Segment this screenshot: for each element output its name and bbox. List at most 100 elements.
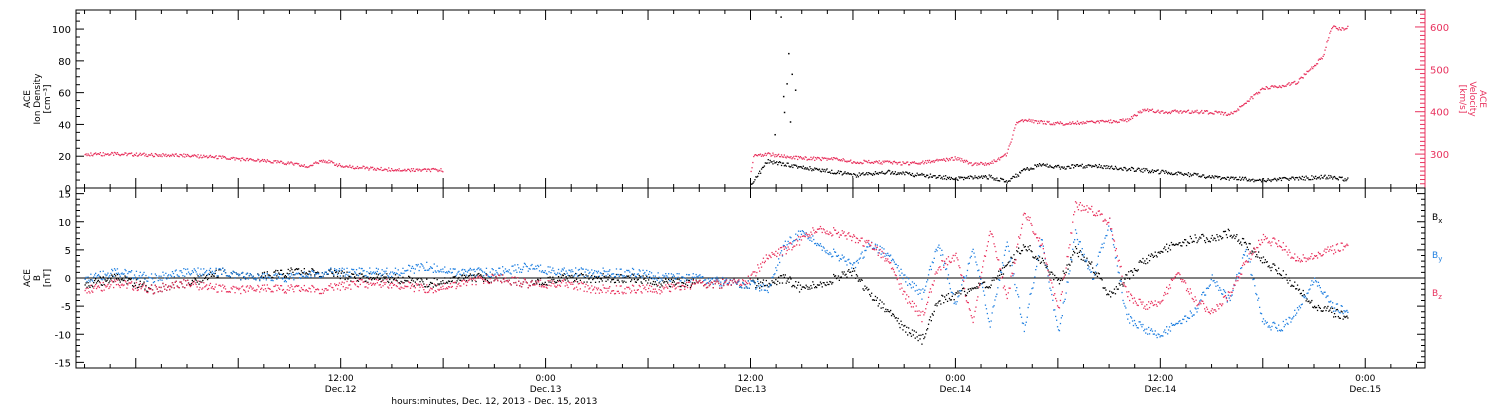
field-point-by: [910, 287, 913, 289]
density-point: [755, 176, 757, 178]
field-point-bx: [982, 282, 984, 284]
velocity-point: [948, 158, 951, 160]
velocity-point: [773, 154, 775, 156]
field-point-bx: [803, 286, 805, 288]
field-point-by: [1217, 284, 1219, 287]
field-point-by: [378, 273, 380, 275]
field-point-by: [274, 274, 276, 276]
field-point-bx: [691, 282, 693, 284]
field-point-bz: [480, 276, 482, 278]
velocity-point: [1232, 113, 1234, 115]
field-point-bz: [182, 286, 184, 288]
field-point-bx: [999, 274, 1001, 276]
velocity-point: [946, 158, 949, 160]
density-point: [773, 160, 775, 162]
field-point-bx: [1098, 273, 1100, 275]
density-point: [942, 178, 944, 180]
field-point-bx: [398, 282, 400, 284]
field-point-by: [949, 288, 951, 290]
field-point-bx: [1021, 249, 1024, 252]
field-point-bx: [769, 283, 771, 285]
field-point-bx: [985, 286, 988, 288]
field-point-bx: [129, 278, 131, 280]
field-point-by: [902, 277, 904, 280]
density-point: [1198, 175, 1200, 178]
field-point-bz: [241, 286, 243, 288]
field-point-by: [288, 278, 290, 280]
field-point-by: [604, 270, 606, 273]
density-point: [835, 172, 838, 175]
field-point-by: [1304, 295, 1306, 297]
field-point-by: [1078, 241, 1080, 243]
velocity-point: [339, 164, 341, 167]
field-point-by: [401, 272, 403, 275]
field-point-bx: [944, 296, 946, 298]
field-point-bz: [111, 280, 113, 282]
field-point-bx: [1133, 268, 1136, 270]
field-point-bz: [193, 280, 195, 282]
field-point-by: [1074, 239, 1076, 241]
field-point-by: [1033, 282, 1035, 284]
field-point-bx: [350, 280, 352, 282]
field-point-by: [480, 268, 482, 270]
field-point-bx: [958, 292, 960, 294]
field-point-bz: [433, 283, 435, 285]
density-point: [1037, 164, 1039, 166]
field-point-bx: [399, 283, 401, 285]
field-point-bx: [128, 278, 130, 280]
field-point-by: [989, 326, 991, 328]
field-point-bx: [361, 273, 363, 275]
density-point: [1292, 176, 1294, 178]
field-point-bx: [903, 325, 905, 327]
density-point: [963, 176, 966, 179]
field-point-by: [1049, 287, 1051, 289]
velocity-point: [1209, 112, 1211, 114]
density-point: [1113, 168, 1116, 170]
velocity-point: [139, 152, 141, 154]
density-point: [1203, 174, 1205, 176]
velocity-point: [393, 169, 396, 172]
field-point-by: [1215, 285, 1217, 287]
field-point-by: [392, 273, 395, 275]
velocity-point: [766, 153, 768, 155]
field-point-by: [945, 268, 947, 271]
velocity-point: [1231, 112, 1233, 115]
field-point-bz: [249, 285, 251, 287]
field-point-by: [908, 278, 910, 280]
field-point-by: [705, 282, 708, 284]
field-point-bz: [86, 292, 88, 294]
field-point-by: [1319, 287, 1321, 289]
field-point-bx: [912, 334, 914, 336]
field-point-bx: [1045, 266, 1047, 269]
field-point-by: [982, 286, 984, 289]
field-point-bx: [1119, 284, 1121, 286]
field-point-by: [194, 269, 196, 271]
field-point-bx: [1049, 273, 1051, 275]
velocity-point: [1149, 109, 1152, 111]
density-outlier: [791, 73, 793, 76]
field-point-by: [1186, 316, 1189, 319]
velocity-point: [212, 156, 214, 158]
density-axis-label-line: [cm⁻³]: [43, 84, 53, 113]
velocity-point: [115, 153, 118, 155]
velocity-point: [1211, 112, 1213, 114]
field-point-bz: [343, 282, 345, 284]
field-point-by: [534, 268, 536, 270]
field-point-bx: [282, 273, 285, 275]
velocity-point: [201, 157, 203, 159]
field-point-bx: [690, 284, 692, 286]
field-point-by: [1208, 285, 1210, 287]
field-point-bz: [218, 284, 220, 287]
velocity-point: [357, 167, 360, 170]
velocity-point: [1121, 119, 1123, 122]
density-point: [1281, 177, 1284, 179]
field-point-by: [320, 276, 323, 278]
field-point-by: [482, 271, 484, 273]
field-point-bx: [1259, 257, 1261, 259]
density-point: [1192, 174, 1194, 176]
density-point: [1188, 175, 1191, 178]
field-point-by: [1094, 271, 1097, 273]
field-point-by: [897, 265, 899, 267]
field-point-bx: [909, 332, 912, 335]
